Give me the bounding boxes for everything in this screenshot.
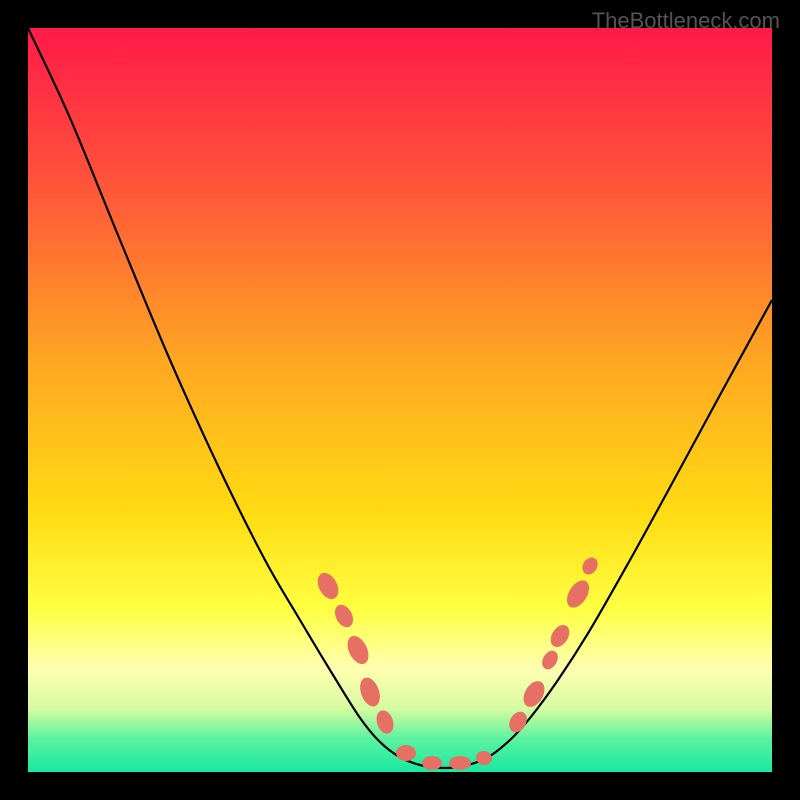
- curve-marker: [422, 756, 442, 770]
- curve-layer: [0, 0, 800, 800]
- curve-marker: [396, 745, 416, 761]
- watermark-text: TheBottleneck.com: [592, 8, 780, 34]
- curve-marker: [449, 756, 471, 770]
- chart-container: TheBottleneck.com: [0, 0, 800, 800]
- bottleneck-curve: [28, 28, 772, 768]
